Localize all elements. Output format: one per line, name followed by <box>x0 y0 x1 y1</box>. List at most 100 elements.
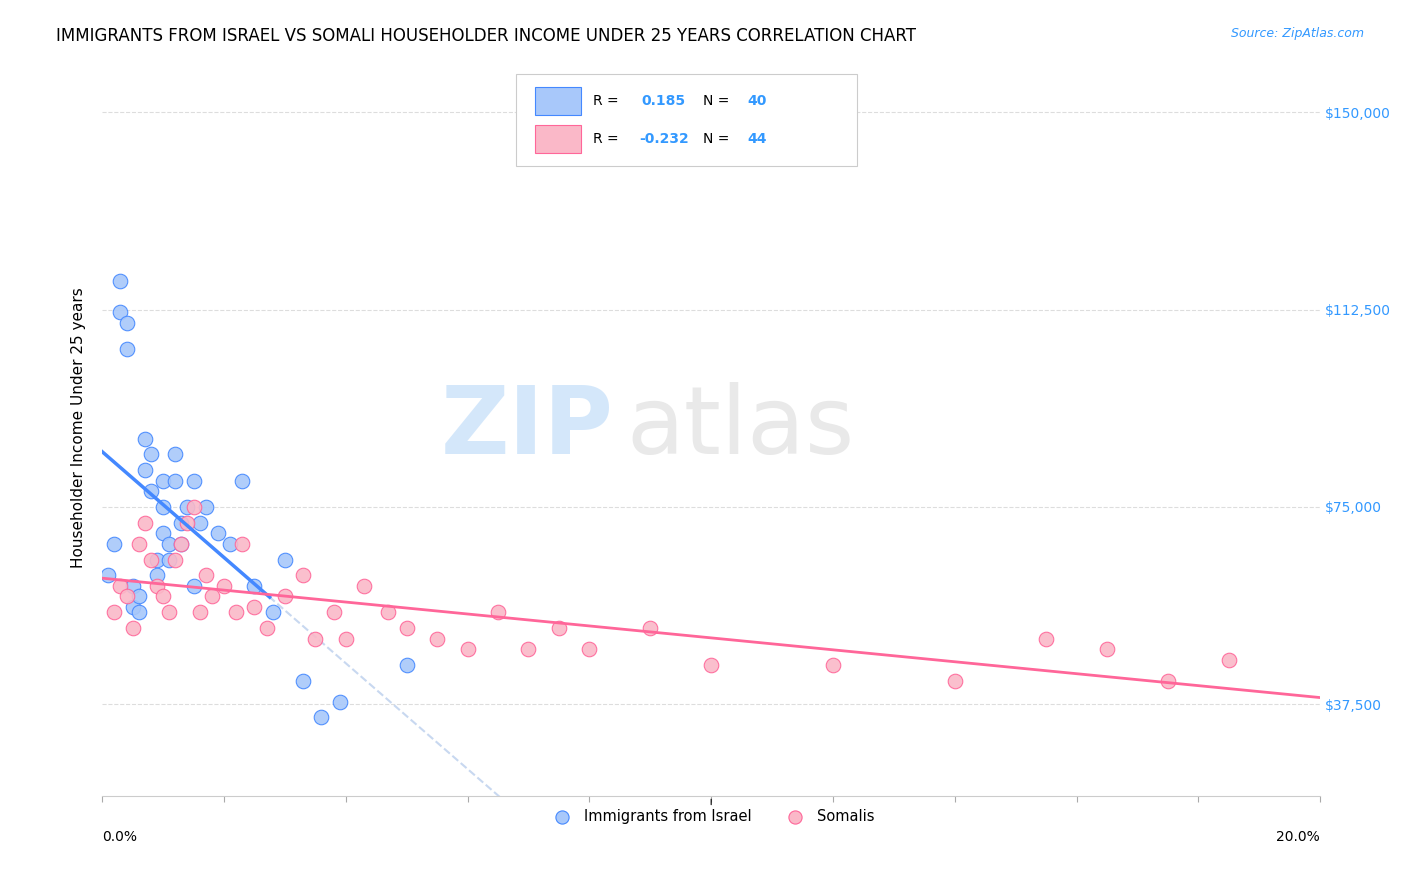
Point <box>152 500 174 514</box>
Point <box>146 552 169 566</box>
Point <box>139 447 162 461</box>
Text: R =: R = <box>593 132 623 146</box>
Point <box>231 474 253 488</box>
Point <box>353 579 375 593</box>
Point <box>1035 632 1057 646</box>
Point <box>188 605 211 619</box>
Point <box>152 526 174 541</box>
Point <box>134 463 156 477</box>
Point <box>329 695 352 709</box>
Point <box>115 342 138 356</box>
Point <box>212 579 235 593</box>
Point <box>110 579 132 593</box>
Text: Source: ZipAtlas.com: Source: ZipAtlas.com <box>1230 27 1364 40</box>
Point <box>274 552 297 566</box>
Point <box>426 632 449 646</box>
Point <box>121 599 143 614</box>
Point <box>395 621 418 635</box>
Text: 0.0%: 0.0% <box>103 830 138 844</box>
Point <box>165 552 187 566</box>
Point <box>115 316 138 330</box>
Point <box>183 579 205 593</box>
Point <box>700 657 723 672</box>
Point <box>943 673 966 688</box>
Text: N =: N = <box>703 94 734 108</box>
Point <box>165 474 187 488</box>
Point <box>110 305 132 319</box>
Point <box>183 500 205 514</box>
Point <box>457 642 479 657</box>
Text: ZIP: ZIP <box>441 382 614 474</box>
Point <box>517 642 540 657</box>
Point <box>152 474 174 488</box>
Text: IMMIGRANTS FROM ISRAEL VS SOMALI HOUSEHOLDER INCOME UNDER 25 YEARS CORRELATION C: IMMIGRANTS FROM ISRAEL VS SOMALI HOUSEHO… <box>56 27 917 45</box>
Point <box>194 568 217 582</box>
Point <box>231 537 253 551</box>
Point <box>262 605 284 619</box>
Point <box>97 568 120 582</box>
Point <box>170 537 193 551</box>
Point <box>201 590 224 604</box>
Point <box>157 552 180 566</box>
Point <box>139 484 162 499</box>
Point <box>165 447 187 461</box>
Point <box>134 432 156 446</box>
Point <box>121 579 143 593</box>
Point <box>188 516 211 530</box>
Point <box>578 642 600 657</box>
Text: 40: 40 <box>748 94 768 108</box>
Point <box>640 621 662 635</box>
Point <box>146 568 169 582</box>
Point <box>274 590 297 604</box>
Point <box>322 605 344 619</box>
Text: N =: N = <box>703 132 734 146</box>
Point <box>176 500 198 514</box>
Point <box>256 621 278 635</box>
Y-axis label: Householder Income Under 25 years: Householder Income Under 25 years <box>72 287 86 568</box>
Point <box>243 579 266 593</box>
Point <box>821 657 844 672</box>
Point <box>128 605 150 619</box>
Point <box>225 605 247 619</box>
Point <box>207 526 229 541</box>
Point <box>146 579 169 593</box>
Point <box>1095 642 1118 657</box>
Point <box>243 599 266 614</box>
Point <box>170 537 193 551</box>
Point <box>157 537 180 551</box>
Point <box>128 537 150 551</box>
Point <box>103 605 125 619</box>
FancyBboxPatch shape <box>534 87 581 115</box>
Point <box>335 632 357 646</box>
Point <box>1157 673 1180 688</box>
Point <box>110 274 132 288</box>
Point <box>103 537 125 551</box>
FancyBboxPatch shape <box>516 74 858 167</box>
Text: -0.232: -0.232 <box>640 132 689 146</box>
Point <box>139 552 162 566</box>
Point <box>486 605 509 619</box>
Point <box>311 710 333 724</box>
Point <box>292 568 315 582</box>
Point <box>1218 652 1240 666</box>
Point <box>170 516 193 530</box>
Text: R =: R = <box>593 94 623 108</box>
Point <box>548 621 571 635</box>
Point <box>121 621 143 635</box>
FancyBboxPatch shape <box>534 125 581 153</box>
Point <box>292 673 315 688</box>
Point <box>304 632 326 646</box>
Text: 20.0%: 20.0% <box>1277 830 1320 844</box>
Text: 44: 44 <box>748 132 768 146</box>
Point <box>377 605 399 619</box>
Point <box>194 500 217 514</box>
Point <box>395 657 418 672</box>
Legend: Immigrants from Israel, Somalis: Immigrants from Israel, Somalis <box>541 803 880 830</box>
Point <box>157 605 180 619</box>
Point <box>219 537 242 551</box>
Text: 0.185: 0.185 <box>641 94 686 108</box>
Point <box>176 516 198 530</box>
Point <box>152 590 174 604</box>
Point <box>183 474 205 488</box>
Point <box>128 590 150 604</box>
